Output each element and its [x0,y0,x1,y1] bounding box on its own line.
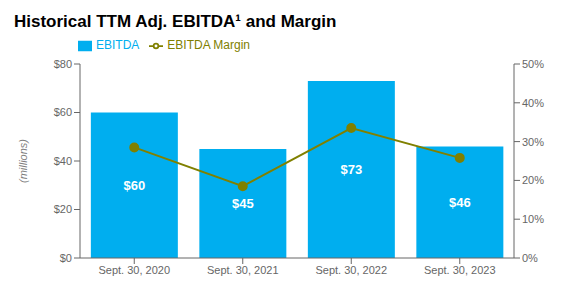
svg-text:$73: $73 [340,162,362,177]
svg-text:$60: $60 [54,106,72,118]
svg-text:Sept. 30, 2021: Sept. 30, 2021 [207,264,279,276]
svg-text:Sept. 30, 2023: Sept. 30, 2023 [424,264,496,276]
svg-text:$0: $0 [60,252,72,264]
svg-text:$40: $40 [54,155,72,167]
svg-text:$45: $45 [232,196,254,211]
svg-text:(millions): (millions) [17,139,29,183]
svg-text:Sept. 30, 2020: Sept. 30, 2020 [98,264,170,276]
svg-text:50%: 50% [522,58,544,70]
svg-text:$80: $80 [54,58,72,70]
svg-text:$46: $46 [449,195,471,210]
html-text:Historical TTM Adj. EBITDA¹ an: Historical TTM Adj. EBITDA¹ and Margin [14,12,337,31]
html-text:EBITDA Margin: EBITDA Margin [167,38,250,52]
svg-text:20%: 20% [522,174,544,186]
svg-text:30%: 30% [522,136,544,148]
svg-text:$20: $20 [54,203,72,215]
svg-text:10%: 10% [522,213,544,225]
svg-text:Sept. 30, 2022: Sept. 30, 2022 [315,264,387,276]
svg-text:40%: 40% [522,97,544,109]
html-text:EBITDA: EBITDA [96,38,140,52]
svg-text:$60: $60 [123,178,145,193]
svg-text:0%: 0% [522,252,538,264]
